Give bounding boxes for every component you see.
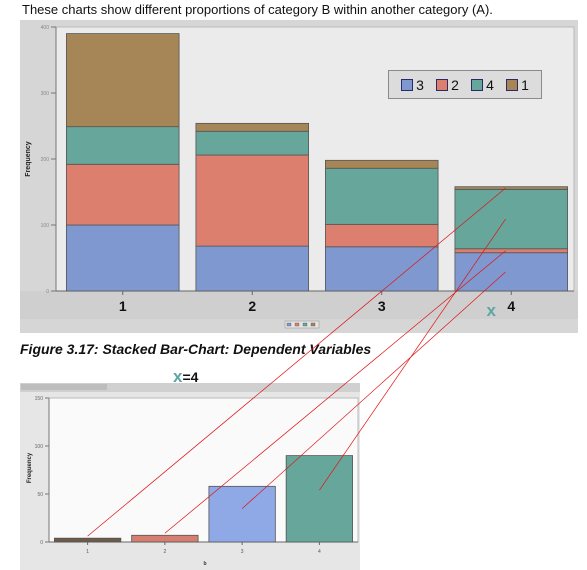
connector-line-2 [164,250,506,534]
bottom-y-tick-label: 100 [35,444,44,450]
top-bar-segment-1 [195,122,309,132]
mini-legend-swatch [294,322,300,327]
bottom-x-tick-label: 1 [86,549,89,555]
mini-legend-swatch [310,322,316,327]
top-x-tick-label: 3 [378,298,386,314]
top-bar-segment-4 [66,126,180,165]
bottom-bar [208,485,276,543]
intro-text: These charts show different proportions … [22,2,493,17]
top-x-tick-label: 1 [119,298,127,314]
top-bar-segment-4 [454,188,568,250]
top-x-tick-label: 2 [248,298,256,314]
top-selected-x-mark: x [487,301,497,320]
top-bar-segment-3 [454,252,568,292]
bottom-header-tab [21,384,107,390]
bottom-header-band [20,383,360,392]
top-bar-segment-2 [325,223,439,248]
top-x-axis-band [20,291,578,319]
bottom-x-tick-label: 3 [241,549,244,555]
legend-item: 2 [436,77,459,93]
bottom-y-tick-label: 50 [37,492,43,498]
mini-legend-swatch [302,322,308,327]
legend-swatch [506,78,519,91]
top-y-tick-label: 300 [41,91,50,97]
top-bar-segment-3 [195,245,309,292]
legend-swatch [471,78,484,91]
top-bar-segment-1 [66,33,180,128]
figure-caption: Figure 3.17: Stacked Bar-Chart: Dependen… [20,341,372,357]
bottom-x-tick-label: 2 [163,549,166,555]
top-bar-segment-4 [195,130,309,156]
bottom-bar [54,537,122,543]
top-bar-segment-2 [195,154,309,247]
x4-label: x=4 [173,367,198,387]
bottom-y-axis-label: Frequency [27,452,33,483]
chart-legend: 3 2 4 1 [388,70,542,99]
top-bar-segment-1 [454,186,568,190]
legend-label: 1 [521,76,529,93]
top-bar-segment-3 [66,224,180,292]
mini-legend-swatch [286,322,292,327]
top-bar-segment-2 [66,163,180,226]
top-bar-segment-1 [325,159,439,169]
x4-text: =4 [182,369,199,385]
bottom-y-tick-label: 0 [40,540,43,546]
bottom-y-tick-label: 150 [35,396,44,402]
legend-item: 3 [401,77,424,93]
top-y-tick-label: 400 [41,25,50,31]
legend-swatch [401,78,414,91]
top-y-tick-label: 0 [46,289,49,295]
top-y-tick-label: 200 [41,157,50,163]
legend-item: 4 [471,77,494,93]
mini-legend-thumbnail [284,320,320,329]
legend-label: 4 [486,76,494,93]
legend-item: 1 [506,77,529,93]
legend-label: 3 [416,76,424,93]
x4-mark: x [173,367,183,386]
legend-label: 2 [451,76,459,93]
bottom-x-axis-label: b [203,561,206,567]
top-bar-segment-2 [454,248,568,254]
top-y-tick-label: 100 [41,223,50,229]
connector-line-1 [87,187,506,537]
top-bar-segment-4 [325,167,439,225]
top-y-axis-label: Frequency [25,141,32,177]
top-x-tick-label: 4 [507,298,515,314]
legend-swatch [436,78,449,91]
bottom-x-tick-label: 4 [318,549,321,555]
top-bar-segment-3 [325,246,439,292]
bottom-bar [131,534,199,543]
bottom-bar [285,455,353,543]
connector-line-4 [319,218,506,491]
connector-line-3 [241,271,506,509]
